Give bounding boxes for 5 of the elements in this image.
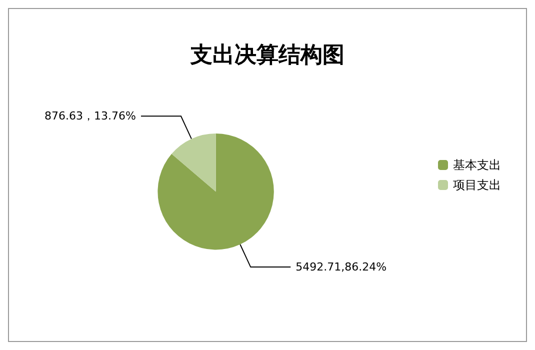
legend-label: 项目支出 bbox=[453, 178, 501, 192]
data-label: 5492.71,86.24% bbox=[296, 260, 387, 274]
legend-label: 基本支出 bbox=[453, 158, 501, 172]
chart-title: 支出决算结构图 bbox=[190, 42, 344, 68]
data-label: 876.63，13.76% bbox=[44, 110, 136, 123]
